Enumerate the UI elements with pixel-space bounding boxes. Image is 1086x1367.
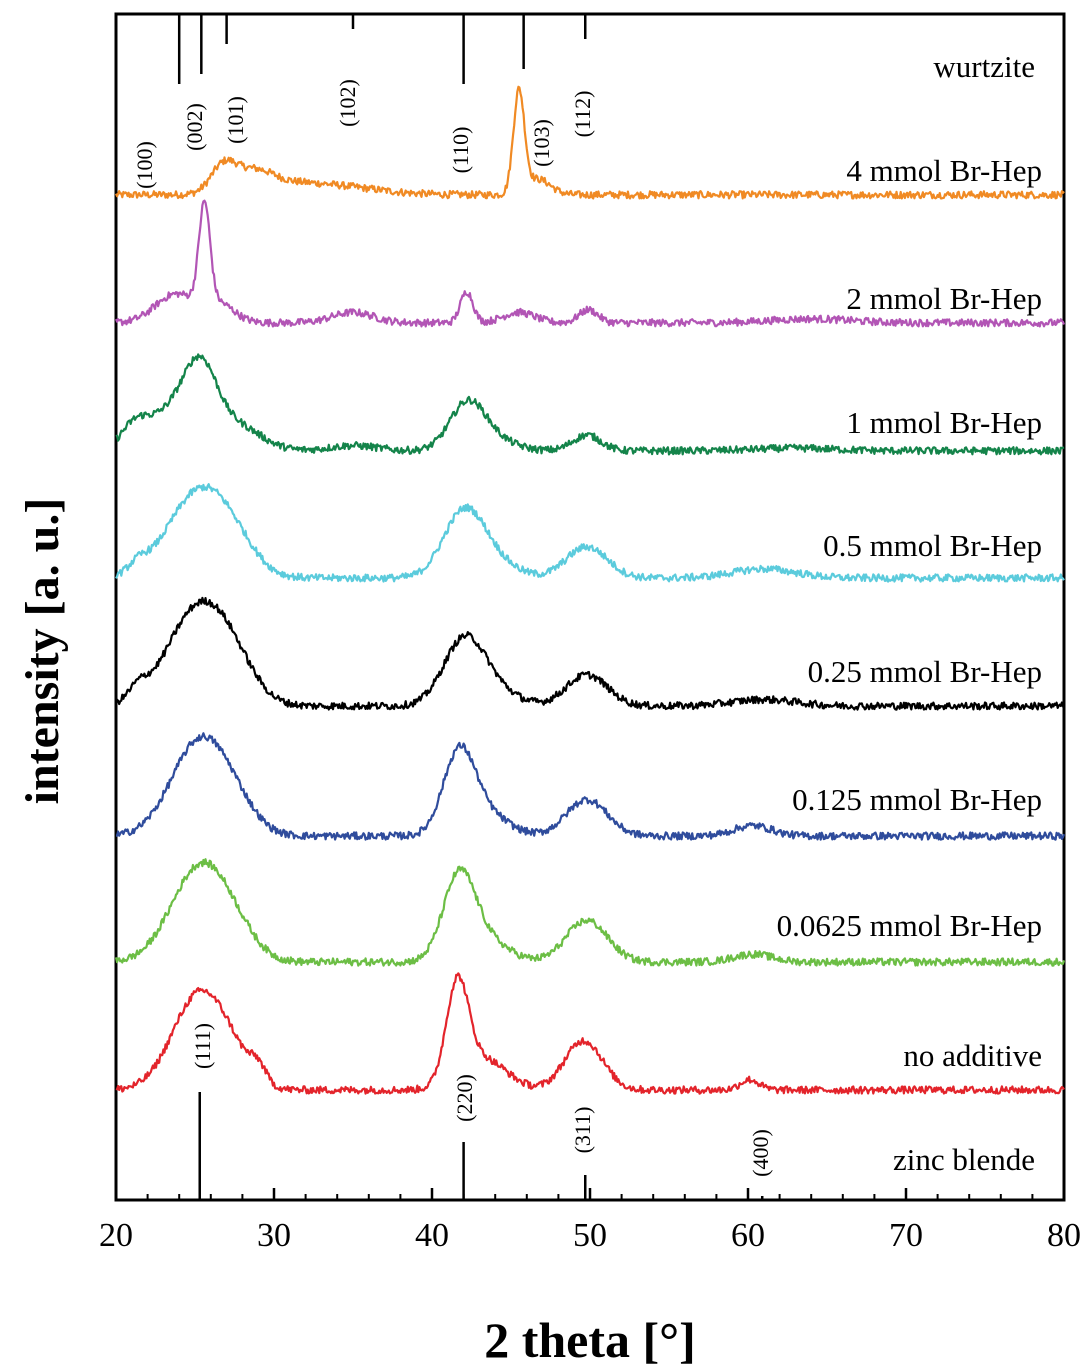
series-line-7 <box>115 972 1065 1095</box>
reference-peaks: wurtzite (100) (002) (101) (102) (110) (103) (1… <box>132 14 1035 1200</box>
series-line-0 <box>114 85 1065 200</box>
x-tick-label: 60 <box>731 1217 765 1254</box>
series-label: 0.5 mmol Br-Hep <box>823 528 1042 563</box>
wurtzite-hkl-label: (102) <box>335 79 360 127</box>
series-line-5 <box>115 732 1066 841</box>
wurtzite-hkl-label: (100) <box>132 141 157 189</box>
series-line-1 <box>114 199 1066 328</box>
wurtzite-hkl-label: (103) <box>529 119 554 167</box>
plot-frame <box>114 12 1066 1202</box>
series-line-2 <box>115 353 1065 456</box>
wurtzite-hkl-label: (002) <box>182 103 207 151</box>
series-line-6 <box>114 858 1066 967</box>
series-label: 0.25 mmol Br-Hep <box>808 654 1042 689</box>
x-tick-label: 40 <box>415 1217 449 1254</box>
x-tick-label: 50 <box>573 1217 607 1254</box>
series-label: 2 mmol Br-Hep <box>846 281 1042 316</box>
plot-border <box>114 12 1066 1202</box>
wurtzite-hkl-label: (110) <box>448 127 473 174</box>
diffraction-curves <box>114 85 1066 1095</box>
series-line-4 <box>115 596 1066 711</box>
x-axis-ticks: 20 30 40 50 60 70 80 <box>99 1188 1081 1254</box>
zinc-blende-hkl-label: (220) <box>452 1074 477 1122</box>
series-label: no additive <box>903 1038 1042 1073</box>
x-tick-label: 30 <box>257 1217 291 1254</box>
x-tick-label: 70 <box>889 1217 923 1254</box>
series-label: 0.125 mmol Br-Hep <box>792 782 1042 817</box>
series-label: 0.0625 mmol Br-Hep <box>777 908 1042 943</box>
x-tick-label: 80 <box>1047 1217 1081 1254</box>
series-label: 4 mmol Br-Hep <box>846 153 1042 188</box>
y-axis-title: intensity [a. u.] <box>16 498 69 805</box>
zinc-blende-hkl-label: (400) <box>748 1129 773 1177</box>
zinc-blende-hkl-label: (311) <box>570 1107 595 1154</box>
x-axis-title: 2 theta [°] <box>484 1312 696 1367</box>
series-label: 1 mmol Br-Hep <box>846 405 1042 440</box>
wurtzite-hkl-label: (112) <box>570 91 595 138</box>
series-line-3 <box>115 483 1065 583</box>
series-labels: 4 mmol Br-Hep 2 mmol Br-Hep 1 mmol Br-Hep 0… <box>777 153 1042 1073</box>
zinc-blende-label: zinc blende <box>893 1142 1035 1177</box>
wurtzite-label: wurtzite <box>933 49 1035 84</box>
wurtzite-hkl-label: (101) <box>223 96 248 144</box>
x-tick-label: 20 <box>99 1217 133 1254</box>
zinc-blende-hkl-label: (111) <box>190 1023 215 1069</box>
